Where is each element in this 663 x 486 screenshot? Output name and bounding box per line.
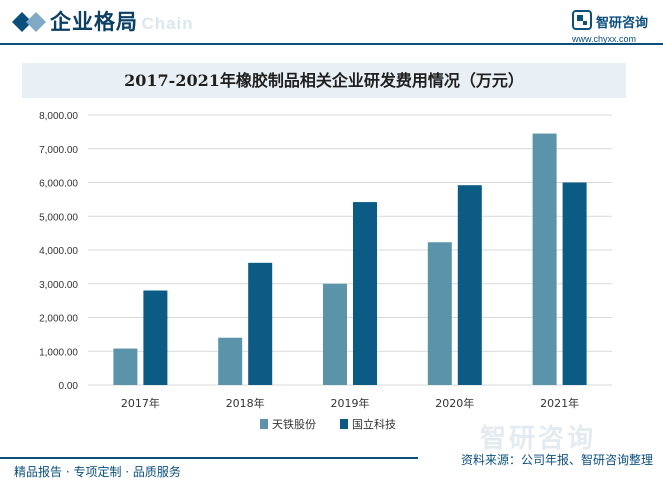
y-tick-label: 5,000.00 <box>39 212 78 223</box>
y-tick-label: 3,000.00 <box>39 280 78 291</box>
y-tick-label: 2,000.00 <box>39 314 78 325</box>
legend-swatch <box>340 419 348 429</box>
header-divider <box>0 43 663 45</box>
bar <box>218 337 243 385</box>
brand-url: www.chyxx.com <box>572 34 637 44</box>
section-title: 企业格局 <box>50 10 138 34</box>
brand-logo-icon <box>572 10 592 30</box>
legend-label: 天铁股份 <box>272 418 316 431</box>
bar <box>427 242 452 385</box>
watermark-text: 智研咨询 <box>480 424 597 454</box>
bar <box>248 262 273 385</box>
bar <box>323 283 347 385</box>
x-tick-label: 2021年 <box>540 396 579 410</box>
x-tick-label: 2020年 <box>435 396 474 410</box>
footer-source: 资料来源：公司年报、智研咨询整理 <box>460 453 653 467</box>
footer-slogan: 精品报告 · 专项定制 · 品质服务 <box>14 465 181 479</box>
diamond-icon <box>12 12 46 32</box>
header: l Chain 企业格局 智研咨询 www.chyxx.com <box>0 0 663 44</box>
brand-name: 智研咨询 <box>596 16 649 31</box>
y-tick-label: 1,000.00 <box>39 347 78 358</box>
chart-title-band: 2017-2021年橡胶制品相关企业研发费用情况（万元） <box>22 63 626 98</box>
y-tick-label: 8,000.00 <box>39 111 78 122</box>
bar <box>457 185 482 385</box>
y-tick-label: 4,000.00 <box>39 246 78 257</box>
bar <box>562 182 587 385</box>
bar <box>113 348 138 385</box>
chart-title: 2017-2021年橡胶制品相关企业研发费用情况（万元） <box>124 71 524 90</box>
y-tick-label: 7,000.00 <box>39 145 78 156</box>
background-word: l Chain <box>130 14 194 33</box>
legend-swatch <box>260 419 268 429</box>
x-tick-label: 2019年 <box>331 396 370 410</box>
bar <box>353 202 377 385</box>
y-tick-label: 0.00 <box>59 381 79 392</box>
footer-divider <box>0 457 418 459</box>
x-tick-label: 2018年 <box>226 396 265 410</box>
legend-label: 国立科技 <box>352 417 396 431</box>
bar <box>532 133 557 385</box>
bar <box>143 290 168 385</box>
x-tick-label: 2017年 <box>121 396 160 410</box>
y-tick-label: 6,000.00 <box>39 179 78 190</box>
